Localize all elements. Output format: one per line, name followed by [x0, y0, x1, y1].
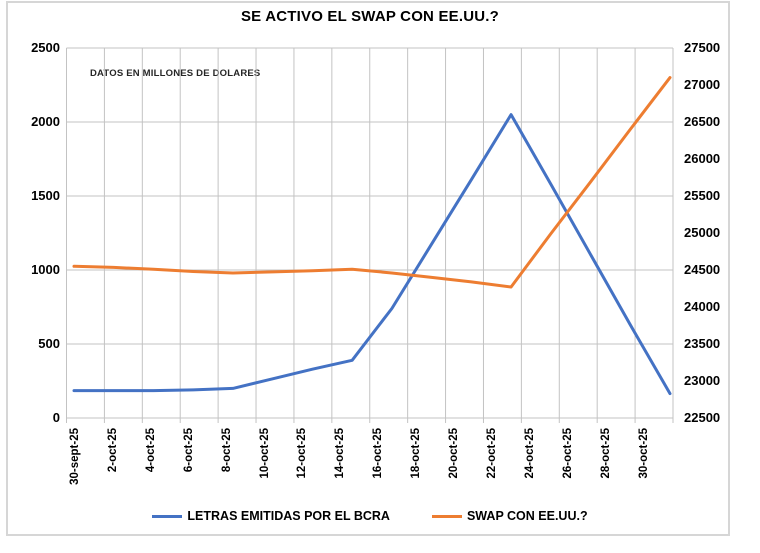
- legend-label-letras: LETRAS EMITIDAS POR EL BCRA: [187, 509, 390, 523]
- left-axis-tick: 1000: [31, 262, 60, 277]
- right-axis-tick: 25500: [684, 188, 721, 203]
- x-axis-label: 8-oct-25: [220, 428, 233, 473]
- x-axis-label: 6-oct-25: [182, 428, 195, 473]
- x-axis-label: 24-oct-25: [523, 428, 536, 479]
- letras-line-series: [72, 113, 672, 396]
- right-axis-tick: 24500: [684, 262, 721, 277]
- chart-title: SE ACTIVO EL SWAP CON EE.UU.?: [240, 8, 500, 25]
- swap-line-series: [72, 76, 672, 289]
- right-axis-tick: 27000: [684, 77, 721, 92]
- right-axis-tick: 25000: [684, 225, 721, 240]
- left-axis-tick: 1500: [31, 188, 60, 203]
- chart-legend: LETRAS EMITIDAS POR EL BCRA SWAP CON EE.…: [0, 509, 740, 523]
- left-axis-tick: 0: [52, 410, 60, 425]
- x-axis-label: 18-oct-25: [410, 428, 423, 479]
- legend-label-swap: SWAP CON EE.UU.?: [466, 509, 588, 523]
- right-axis-tick: 27500: [684, 40, 721, 55]
- vertical-gridlines: [66, 48, 674, 423]
- x-axis-label: 12-oct-25: [296, 428, 309, 479]
- right-axis-tick: 23500: [684, 336, 721, 351]
- x-axis-label: 28-oct-25: [599, 428, 612, 479]
- left-axis-tick: 500: [38, 336, 60, 351]
- x-axis-label: 30-sept-25: [69, 428, 81, 485]
- letras-line-swatch: [152, 514, 183, 518]
- legend-item-letras: LETRAS EMITIDAS POR EL BCRA: [152, 509, 390, 523]
- x-axis-label: 10-oct-25: [258, 428, 271, 479]
- x-axis-label: 4-oct-25: [144, 428, 157, 473]
- legend-item-swap: SWAP CON EE.UU.?: [431, 509, 588, 523]
- horizontal-gridlines: [66, 47, 673, 419]
- x-axis-label: 26-oct-25: [561, 428, 574, 479]
- chart-annotation: DATOS EN MILLONES DE DOLARES: [90, 68, 261, 79]
- left-axis-tick: 2000: [31, 114, 60, 129]
- swap-line-swatch: [431, 514, 462, 518]
- right-axis-tick: 23000: [684, 373, 721, 388]
- x-axis-label: 14-oct-25: [334, 428, 347, 479]
- x-axis-label: 22-oct-25: [485, 428, 498, 479]
- x-axis-label: 2-oct-25: [106, 428, 119, 473]
- x-axis-label: 20-oct-25: [448, 428, 461, 479]
- right-axis-tick: 26000: [684, 151, 721, 166]
- right-axis-tick: 24000: [684, 299, 721, 314]
- left-axis-tick: 2500: [31, 40, 60, 55]
- x-axis-label: 30-oct-25: [637, 428, 650, 479]
- right-axis-tick: 22500: [684, 410, 721, 425]
- right-axis-tick: 26500: [684, 114, 721, 129]
- x-axis-label: 16-oct-25: [372, 428, 385, 479]
